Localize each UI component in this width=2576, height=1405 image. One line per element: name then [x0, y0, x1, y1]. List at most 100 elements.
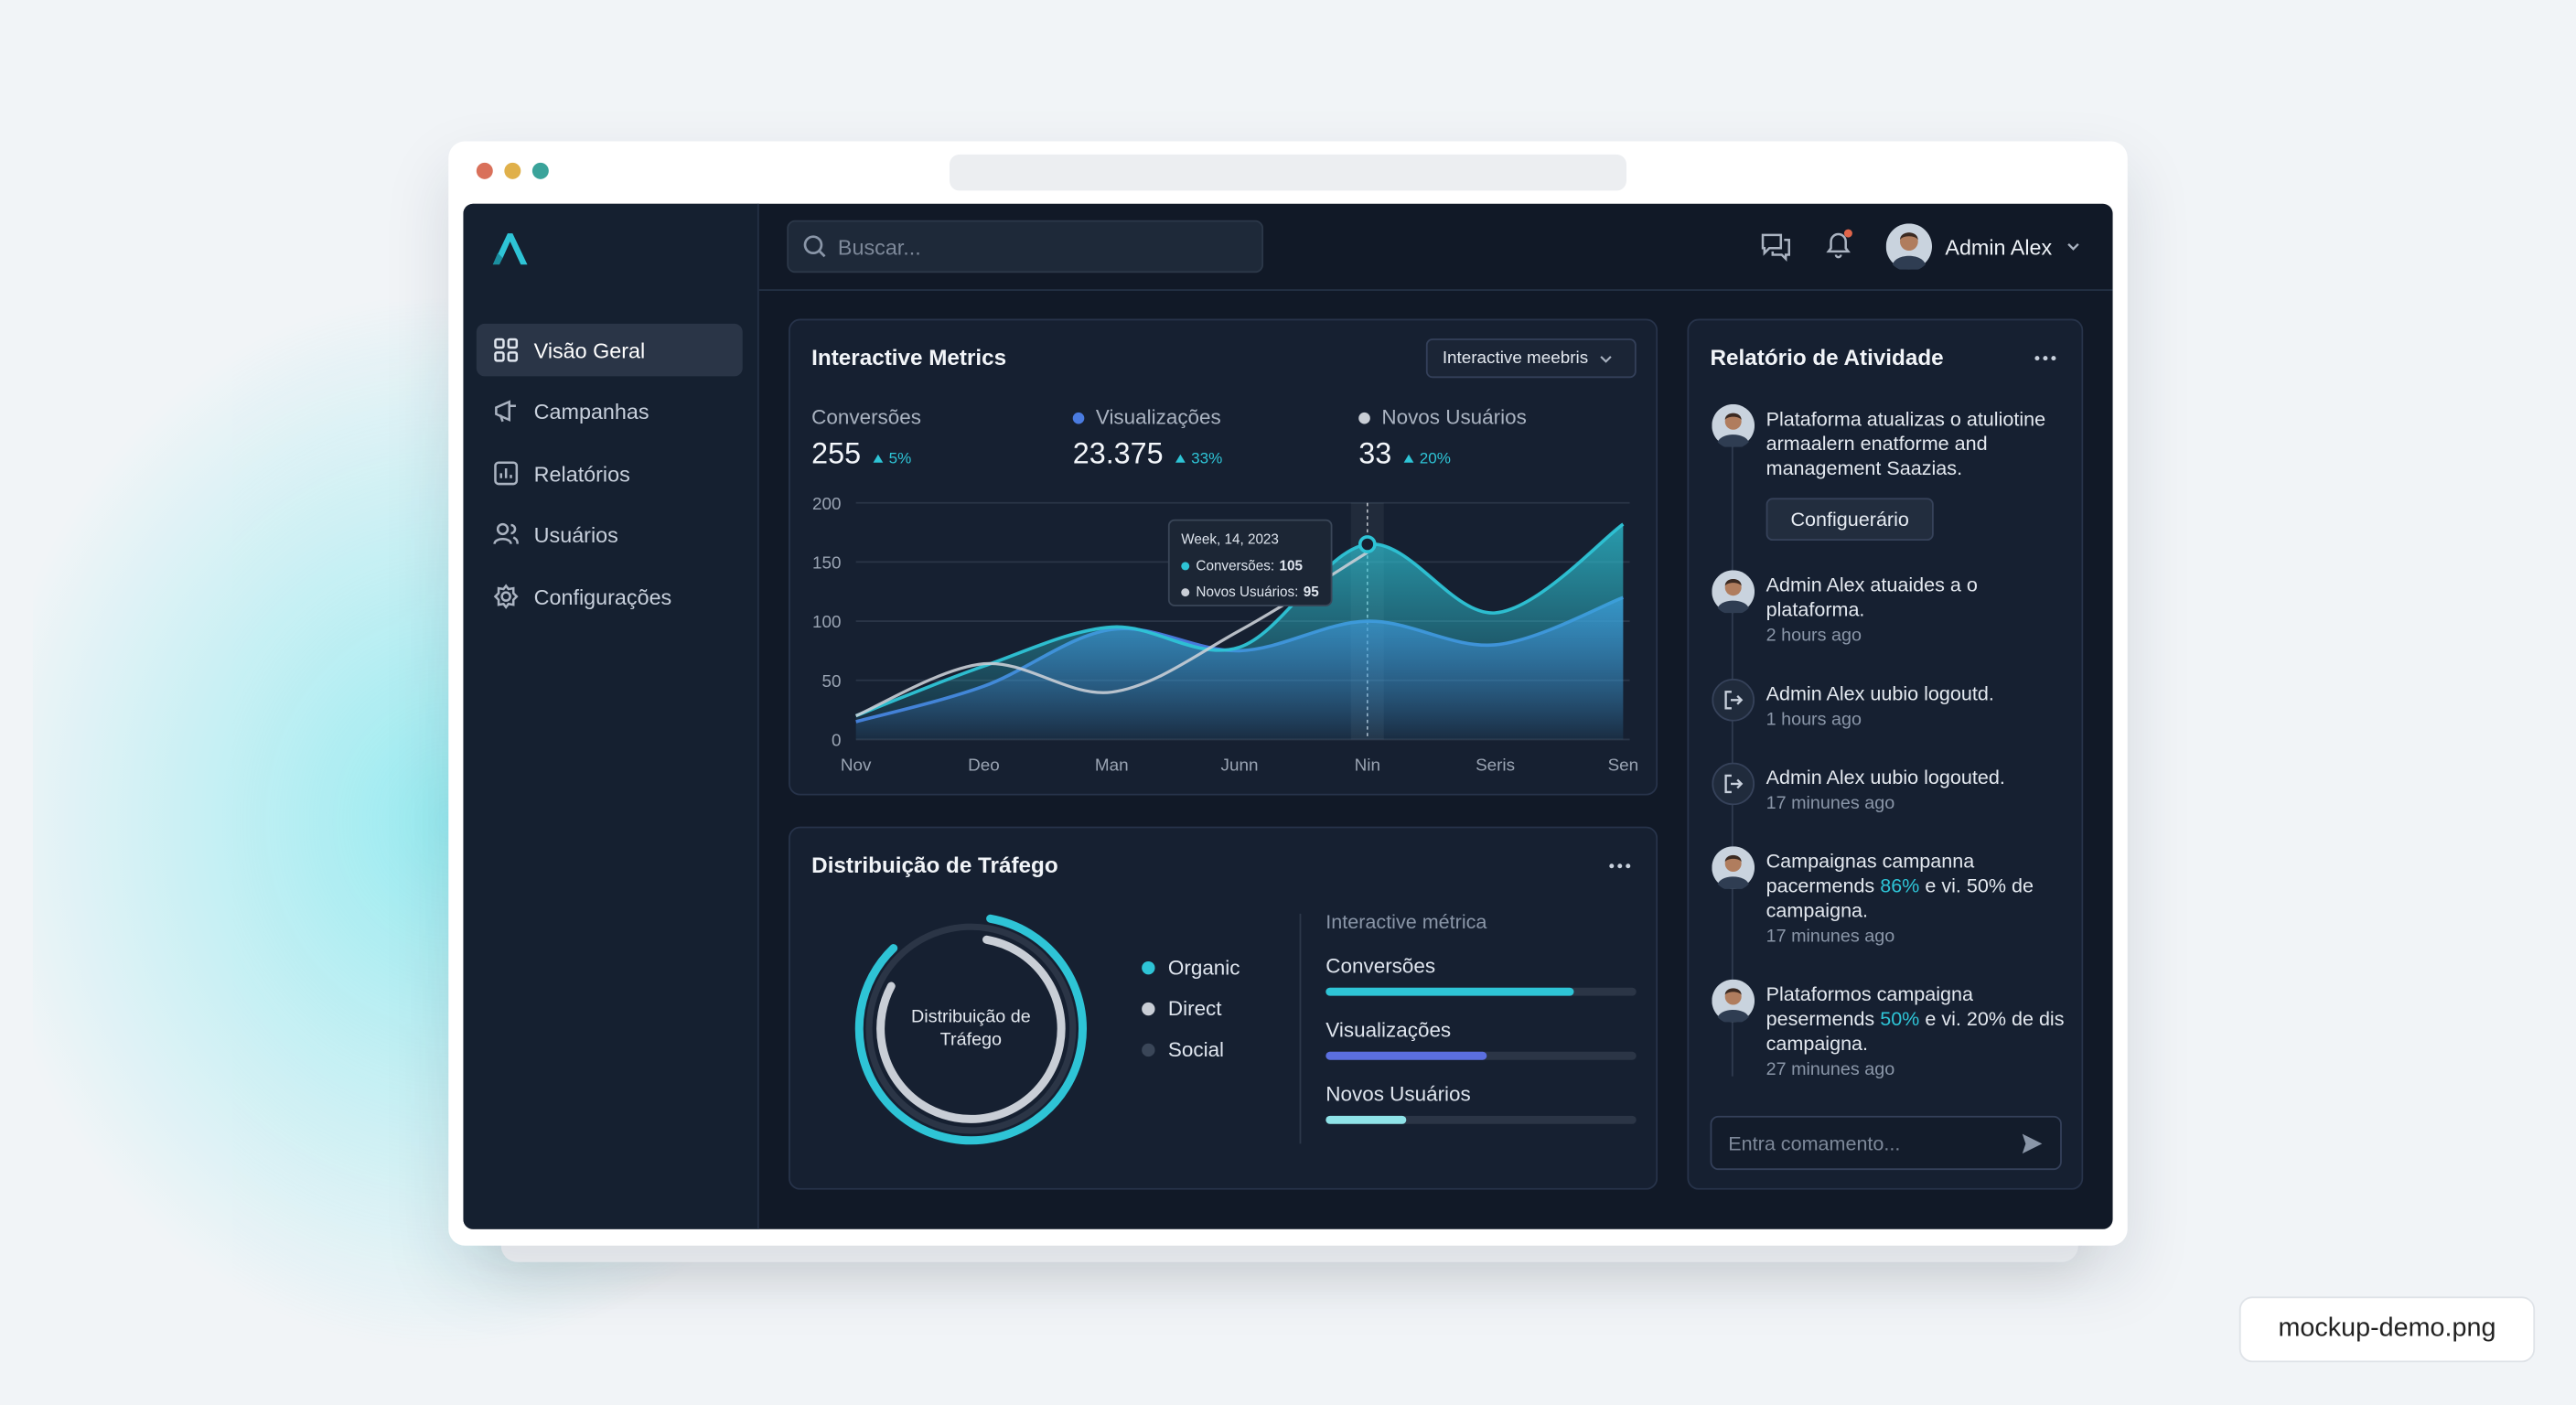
kpi-label-row: Novos Usuários	[1358, 406, 1527, 429]
kpi-dot	[1072, 412, 1085, 424]
kpi-value: 255	[811, 436, 862, 470]
kpi-value: 33	[1358, 436, 1392, 470]
activity-time: 1 hours ago	[1766, 710, 1862, 730]
logout-icon	[1712, 762, 1755, 806]
nav-item[interactable]: Campanhas	[477, 384, 743, 436]
user-avatar[interactable]	[1885, 223, 1933, 270]
hover-point	[1358, 535, 1377, 553]
nav-item[interactable]: Configurações	[477, 570, 743, 622]
x-tick-label: Deo	[968, 756, 1000, 775]
activity-item: Admin Alex atuaides a o plataforma. 2 hou…	[1766, 574, 2070, 649]
window-dot[interactable]	[476, 162, 493, 179]
activity-time: 27 minunes ago	[1766, 1059, 1895, 1080]
tooltip-dot	[1181, 587, 1190, 596]
highlight: 50%	[1880, 1007, 1920, 1031]
window-dot[interactable]	[504, 162, 521, 179]
logo[interactable]	[489, 231, 532, 267]
nav-label: Usuários	[533, 521, 618, 547]
card-title: Relatório de Atividade	[1710, 345, 1944, 370]
legend-label: Direct	[1167, 997, 1222, 1021]
donut-center-label: Distribuição de Tráfego	[911, 1007, 1031, 1050]
card-menu[interactable]	[2034, 353, 2060, 363]
activity-text: Plataforma atualizas o atuliotine armaal…	[1766, 408, 2070, 482]
kpi-value-row: 33 20%	[1358, 437, 1527, 472]
tooltip-dot	[1181, 561, 1190, 570]
activity-card: Relatório de Atividade Configuerário Ent…	[1687, 318, 2084, 1190]
traffic-card: Distribuição de Tráfego Distribuição de …	[789, 826, 1658, 1190]
avatar	[1712, 846, 1755, 891]
sidebar: Visão Geral Campanhas Relatórios Usuário…	[463, 203, 759, 1229]
x-tick-label: Sen	[1608, 756, 1639, 775]
x-tick-label: Seris	[1476, 756, 1515, 775]
kpi-dot	[1358, 412, 1370, 424]
card-title: Interactive Metrics	[811, 345, 1007, 370]
kpi-change-row: 20%	[1403, 450, 1451, 468]
kpi: Novos Usuários 33 20%	[1358, 406, 1527, 472]
window-dot[interactable]	[531, 162, 549, 179]
tooltip-value: 95	[1303, 583, 1319, 600]
text-part: e vi. 50% de campaigna.	[1766, 874, 2034, 922]
dropdown-label: Interactive meebris	[1442, 348, 1589, 369]
up-arrow	[873, 454, 884, 463]
activity-item: Plataforma atualizas o atuliotine armaal…	[1766, 408, 2070, 482]
kpi: Conversões 255 5%	[811, 406, 921, 472]
tooltip-label: Novos Usuários:	[1196, 583, 1299, 600]
user-menu-caret[interactable]	[2065, 238, 2081, 254]
address-bar[interactable]	[950, 154, 1626, 191]
avatar	[1712, 403, 1755, 449]
avatar	[1712, 979, 1755, 1024]
activity-time: 17 minunes ago	[1766, 793, 1895, 814]
text-part: Plataforma atualizas o atuliotine armaal…	[1766, 407, 2046, 480]
bar	[1326, 1115, 1407, 1124]
activity-item: Campaignas campanna pacermends 86% e vi.…	[1766, 850, 2070, 950]
kpi-value-row: 255 5%	[811, 437, 921, 472]
timeline-line	[1731, 419, 1733, 1077]
y-tick-label: 0	[832, 731, 841, 750]
tooltip-title: Week, 14, 2023	[1181, 531, 1279, 548]
bars-title: Interactive métrica	[1326, 910, 1487, 934]
nav-item[interactable]: Relatórios	[477, 447, 743, 499]
bar-label: Conversões	[1326, 954, 1436, 978]
kpi-label: Conversões	[811, 405, 921, 429]
activity-text: Admin Alex uubio logoutd.	[1766, 682, 2070, 707]
dashboard: Visão Geral Campanhas Relatórios Usuário…	[463, 203, 2113, 1229]
nav-label: Visão Geral	[533, 338, 646, 363]
activity-item: Admin Alex uubio logouted. 17 minunes ago	[1766, 766, 2070, 817]
legend-label: Social	[1167, 1038, 1225, 1062]
kpi-value: 23.375	[1072, 436, 1164, 470]
activity-text: Campaignas campanna pacermends 86% e vi.…	[1766, 850, 2070, 924]
nav-label: Configurações	[533, 584, 672, 609]
nav-item[interactable]: Usuários	[477, 508, 743, 560]
activity-button[interactable]: Configuerário	[1766, 498, 1934, 542]
text-part: Admin Alex uubio logoutd.	[1766, 681, 1994, 705]
donut-ring	[854, 912, 1088, 1145]
up-arrow	[1403, 454, 1414, 463]
kpi-change: 20%	[1419, 450, 1451, 468]
text-part: e vi. 20% de dis campaigna.	[1766, 1007, 2065, 1056]
kpi-change-row: 33%	[1175, 450, 1222, 468]
bar-label: Visualizações	[1326, 1018, 1452, 1042]
user-name[interactable]: Admin Alex	[1945, 234, 2053, 260]
text-part: Plataformos campaigna pesermends	[1766, 982, 1974, 1031]
y-tick-label: 100	[812, 612, 841, 631]
kpi-label: Visualizações	[1095, 405, 1221, 429]
comment-input[interactable]: Entra comamento...	[1710, 1115, 2062, 1171]
nav-item[interactable]: Visão Geral	[476, 323, 743, 377]
text-part: Admin Alex atuaides a o plataforma.	[1766, 573, 1978, 622]
notifications-icon[interactable]	[1822, 227, 1859, 263]
legend-label: Organic	[1167, 956, 1240, 980]
metrics-dropdown[interactable]: Interactive meebris	[1425, 338, 1637, 379]
highlight: 86%	[1880, 874, 1920, 897]
legend-item: Direct	[1142, 997, 1222, 1021]
legend-dot	[1142, 1002, 1155, 1016]
activity-text: Admin Alex atuaides a o plataforma.	[1766, 574, 2070, 623]
card-menu[interactable]	[1608, 861, 1635, 871]
messages-icon[interactable]	[1759, 231, 1792, 263]
activity-time: 2 hours ago	[1766, 626, 1862, 647]
activity-text: Admin Alex uubio logouted.	[1766, 766, 2070, 790]
line	[855, 522, 1625, 718]
search-box[interactable]: Buscar...	[787, 220, 1264, 273]
tooltip-row: Novos Usuários: 95	[1181, 584, 1319, 600]
donut-ring	[876, 934, 1066, 1123]
